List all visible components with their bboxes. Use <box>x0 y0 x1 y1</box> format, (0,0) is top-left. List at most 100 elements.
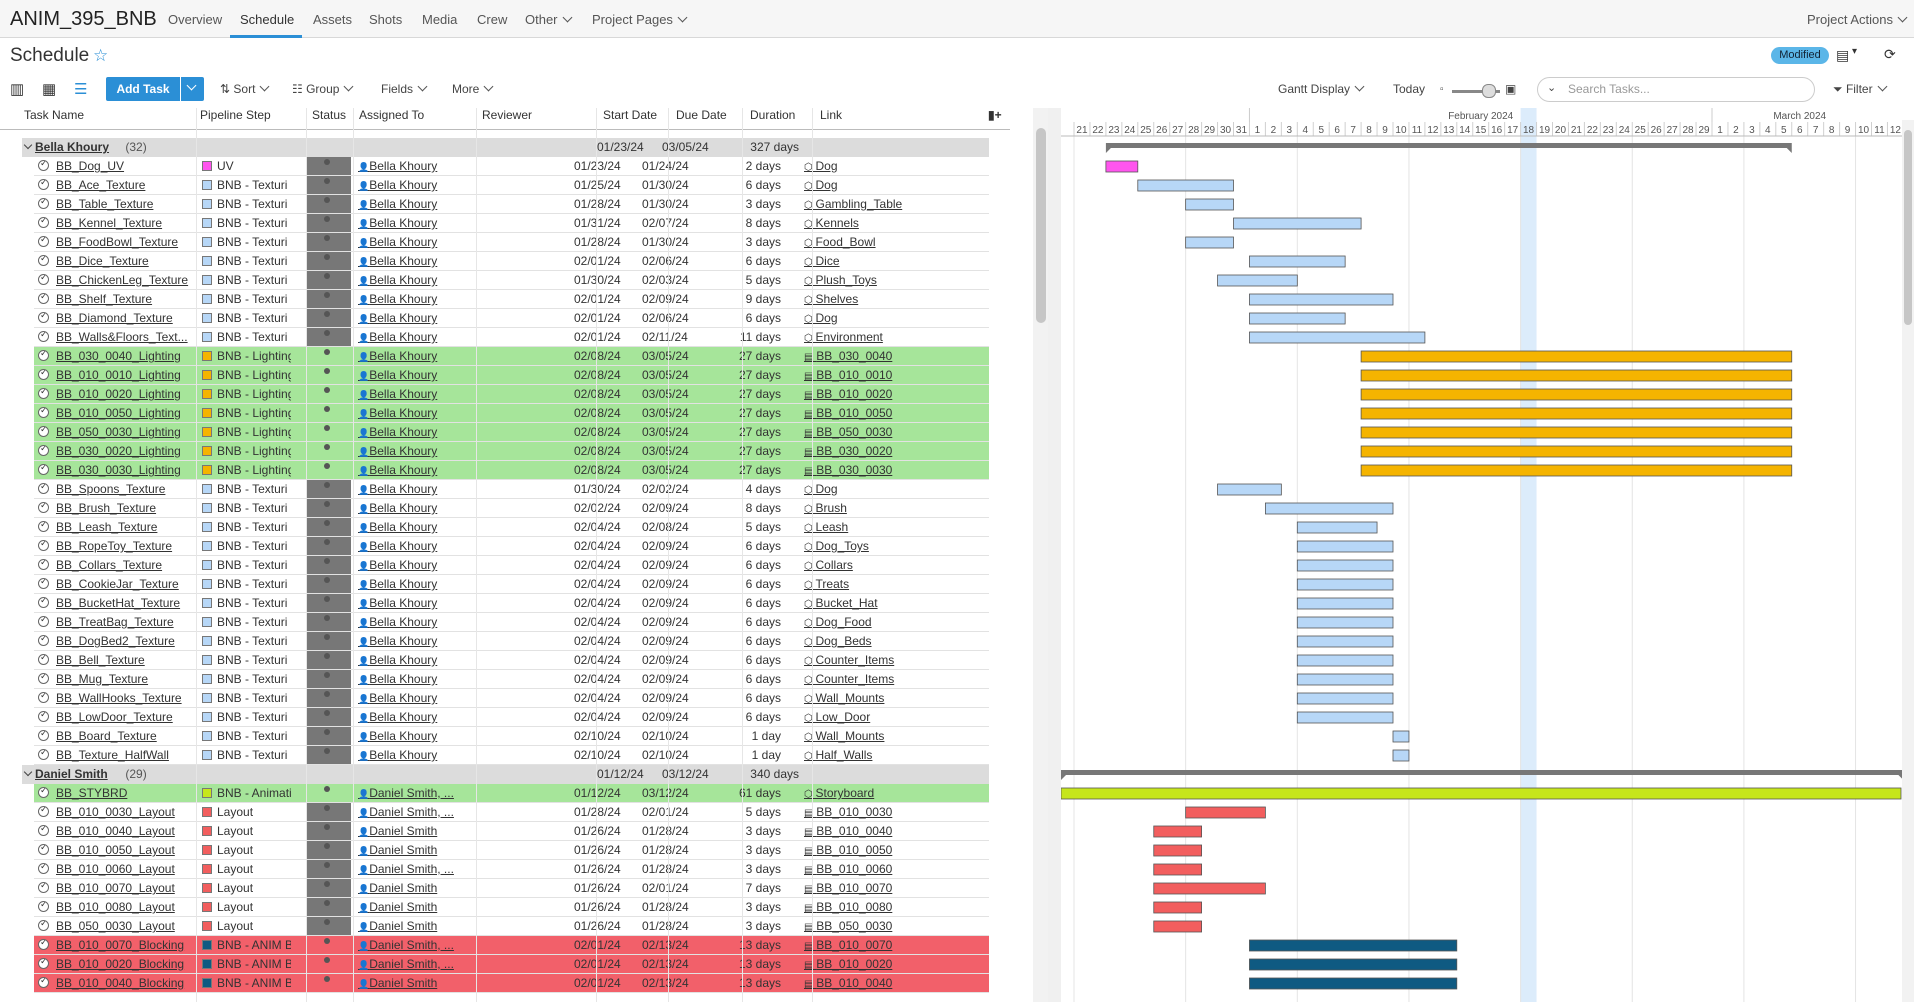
table-row[interactable]: BB_WallHooks_Texture BNB - Texturi 👤Bella … <box>34 689 989 708</box>
assigned-to-link[interactable]: 👤Bella Khoury <box>358 577 466 591</box>
entity-link[interactable]: ▤ BB_010_0040 <box>804 976 914 990</box>
start-date[interactable]: 02/08/24 <box>574 463 621 477</box>
task-name-link[interactable]: BB_BucketHat_Texture <box>56 596 181 610</box>
table-row[interactable]: BB_Texture_HalfWall BNB - Texturi 👤Bella K… <box>34 746 989 765</box>
due-date[interactable]: 01/30/24 <box>642 235 689 249</box>
start-date[interactable]: 01/31/24 <box>574 216 621 230</box>
due-date[interactable]: 02/11/24 <box>642 330 688 344</box>
assigned-to-link[interactable]: 👤Bella Khoury <box>358 273 466 287</box>
group-row[interactable]: Bella Khoury (32) 01/23/24 03/05/24 327 days <box>22 138 989 157</box>
status-cell[interactable] <box>306 404 351 422</box>
task-bar[interactable] <box>1185 236 1234 249</box>
duration[interactable]: 8 days <box>745 216 781 230</box>
col-duration[interactable]: Duration <box>750 108 796 122</box>
entity-link[interactable]: ⬡ Bucket_Hat <box>804 596 914 610</box>
task-name-link[interactable]: BB_Table_Texture <box>56 197 154 211</box>
start-date[interactable]: 01/26/24 <box>574 843 621 857</box>
due-date[interactable]: 02/08/24 <box>642 520 689 534</box>
due-date[interactable]: 01/28/24 <box>642 919 689 933</box>
status-cell[interactable] <box>306 233 351 251</box>
entity-link[interactable]: ▤ BB_010_0020 <box>804 957 914 971</box>
task-done-checkbox[interactable] <box>38 711 49 722</box>
table-row[interactable]: BB_TreatBag_Texture BNB - Texturi 👤Bella K… <box>34 613 989 632</box>
pipeline-step[interactable]: BNB - Texturi <box>217 691 288 705</box>
task-name-link[interactable]: BB_Spoons_Texture <box>56 482 166 496</box>
pipeline-step[interactable]: BNB - Texturi <box>217 558 288 572</box>
task-done-checkbox[interactable] <box>38 806 49 817</box>
start-date[interactable]: 02/01/24 <box>574 957 621 971</box>
entity-link[interactable]: ⬡ Brush <box>804 501 914 515</box>
task-name-link[interactable]: BB_RopeToy_Texture <box>56 539 173 553</box>
entity-link[interactable]: ⬡ Food_Bowl <box>804 235 914 249</box>
due-date[interactable]: 01/24/24 <box>642 159 689 173</box>
assigned-to-link[interactable]: 👤Bella Khoury <box>358 653 466 667</box>
status-cell[interactable] <box>306 974 351 992</box>
duration[interactable]: 2 days <box>745 159 781 173</box>
table-row[interactable]: BB_Table_Texture BNB - Texturi 👤Bella Khou… <box>34 195 989 214</box>
task-done-checkbox[interactable] <box>38 388 49 399</box>
assigned-to-link[interactable]: 👤Bella Khoury <box>358 539 466 553</box>
task-done-checkbox[interactable] <box>38 958 49 969</box>
start-date[interactable]: 02/04/24 <box>574 691 621 705</box>
pipeline-step[interactable]: BNB - Texturi <box>217 596 288 610</box>
task-name-link[interactable]: BB_030_0020_Lighting <box>56 444 181 458</box>
due-date[interactable]: 02/10/24 <box>642 748 689 762</box>
duration[interactable]: 3 days <box>745 919 781 933</box>
due-date[interactable]: 02/06/24 <box>642 311 689 325</box>
status-cell[interactable] <box>306 955 351 973</box>
assigned-to-link[interactable]: 👤Bella Khoury <box>358 216 466 230</box>
task-name-link[interactable]: BB_010_0020_Blocking <box>56 957 185 971</box>
task-done-checkbox[interactable] <box>38 825 49 836</box>
task-done-checkbox[interactable] <box>38 483 49 494</box>
task-name-link[interactable]: BB_STYBRD <box>56 786 128 800</box>
table-row[interactable]: BB_010_0040_Blocking BNB - ANIM B 👤Daniel … <box>34 974 989 993</box>
entity-link[interactable]: ⬡ Leash <box>804 520 914 534</box>
pipeline-step[interactable]: Layout <box>217 919 254 933</box>
entity-link[interactable]: ▤ BB_050_0030 <box>804 425 914 439</box>
task-bar[interactable] <box>1360 464 1793 477</box>
task-done-checkbox[interactable] <box>38 540 49 551</box>
entity-link[interactable]: ▤ BB_010_0070 <box>804 938 914 952</box>
status-cell[interactable] <box>306 480 351 498</box>
due-date[interactable]: 02/03/24 <box>642 273 689 287</box>
start-date[interactable]: 02/04/24 <box>574 520 621 534</box>
pipeline-step[interactable]: Layout <box>217 881 254 895</box>
duration[interactable]: 5 days <box>745 273 781 287</box>
table-row[interactable]: BB_BucketHat_Texture BNB - Texturi 👤Bella … <box>34 594 989 613</box>
assigned-to-link[interactable]: 👤Bella Khoury <box>358 254 466 268</box>
task-bar[interactable] <box>1360 388 1793 401</box>
status-cell[interactable] <box>306 461 351 479</box>
start-date[interactable]: 01/28/24 <box>574 805 621 819</box>
table-row[interactable]: BB_Collars_Texture BNB - Texturi 👤Bella Kh… <box>34 556 989 575</box>
task-name-link[interactable]: BB_DogBed2_Texture <box>56 634 175 648</box>
pipeline-step[interactable]: BNB - Texturi <box>217 615 288 629</box>
pipeline-step[interactable]: BNB - Lighting <box>217 444 291 458</box>
assigned-to-link[interactable]: 👤Bella Khoury <box>358 349 466 363</box>
table-row[interactable]: BB_010_0030_Layout Layout 👤Daniel Smith, .… <box>34 803 989 822</box>
status-cell[interactable] <box>306 176 351 194</box>
task-name-link[interactable]: BB_Bell_Texture <box>56 653 145 667</box>
due-date[interactable]: 02/01/24 <box>642 805 689 819</box>
status-cell[interactable] <box>306 214 351 232</box>
duration[interactable]: 6 days <box>745 615 781 629</box>
add-task-menu-button[interactable] <box>181 77 204 101</box>
entity-link[interactable]: ⬡ Plush_Toys <box>804 273 914 287</box>
assigned-to-link[interactable]: 👤Daniel Smith <box>358 900 466 914</box>
assigned-to-link[interactable]: 👤Bella Khoury <box>358 634 466 648</box>
tab-media[interactable]: Media <box>422 12 458 27</box>
task-done-checkbox[interactable] <box>38 635 49 646</box>
due-date[interactable]: 03/05/24 <box>642 368 689 382</box>
pipeline-step[interactable]: BNB - Lighting <box>217 463 291 477</box>
pipeline-step[interactable]: BNB - Texturi <box>217 330 288 344</box>
task-done-checkbox[interactable] <box>38 502 49 513</box>
group-summary-bar[interactable] <box>1061 770 1904 775</box>
entity-link[interactable]: ⬡ Half_Walls <box>804 748 914 762</box>
pipeline-step[interactable]: BNB - Lighting <box>217 425 291 439</box>
start-date[interactable]: 02/04/24 <box>574 558 621 572</box>
task-bar[interactable] <box>1153 882 1266 895</box>
document-icon[interactable]: ▤ <box>1836 47 1850 63</box>
entity-link[interactable]: ▤ BB_010_0060 <box>804 862 914 876</box>
due-date[interactable]: 02/13/24 <box>642 938 689 952</box>
filter-button[interactable]: ⏷ Filter <box>1833 81 1888 97</box>
assigned-to-link[interactable]: 👤Bella Khoury <box>358 672 466 686</box>
